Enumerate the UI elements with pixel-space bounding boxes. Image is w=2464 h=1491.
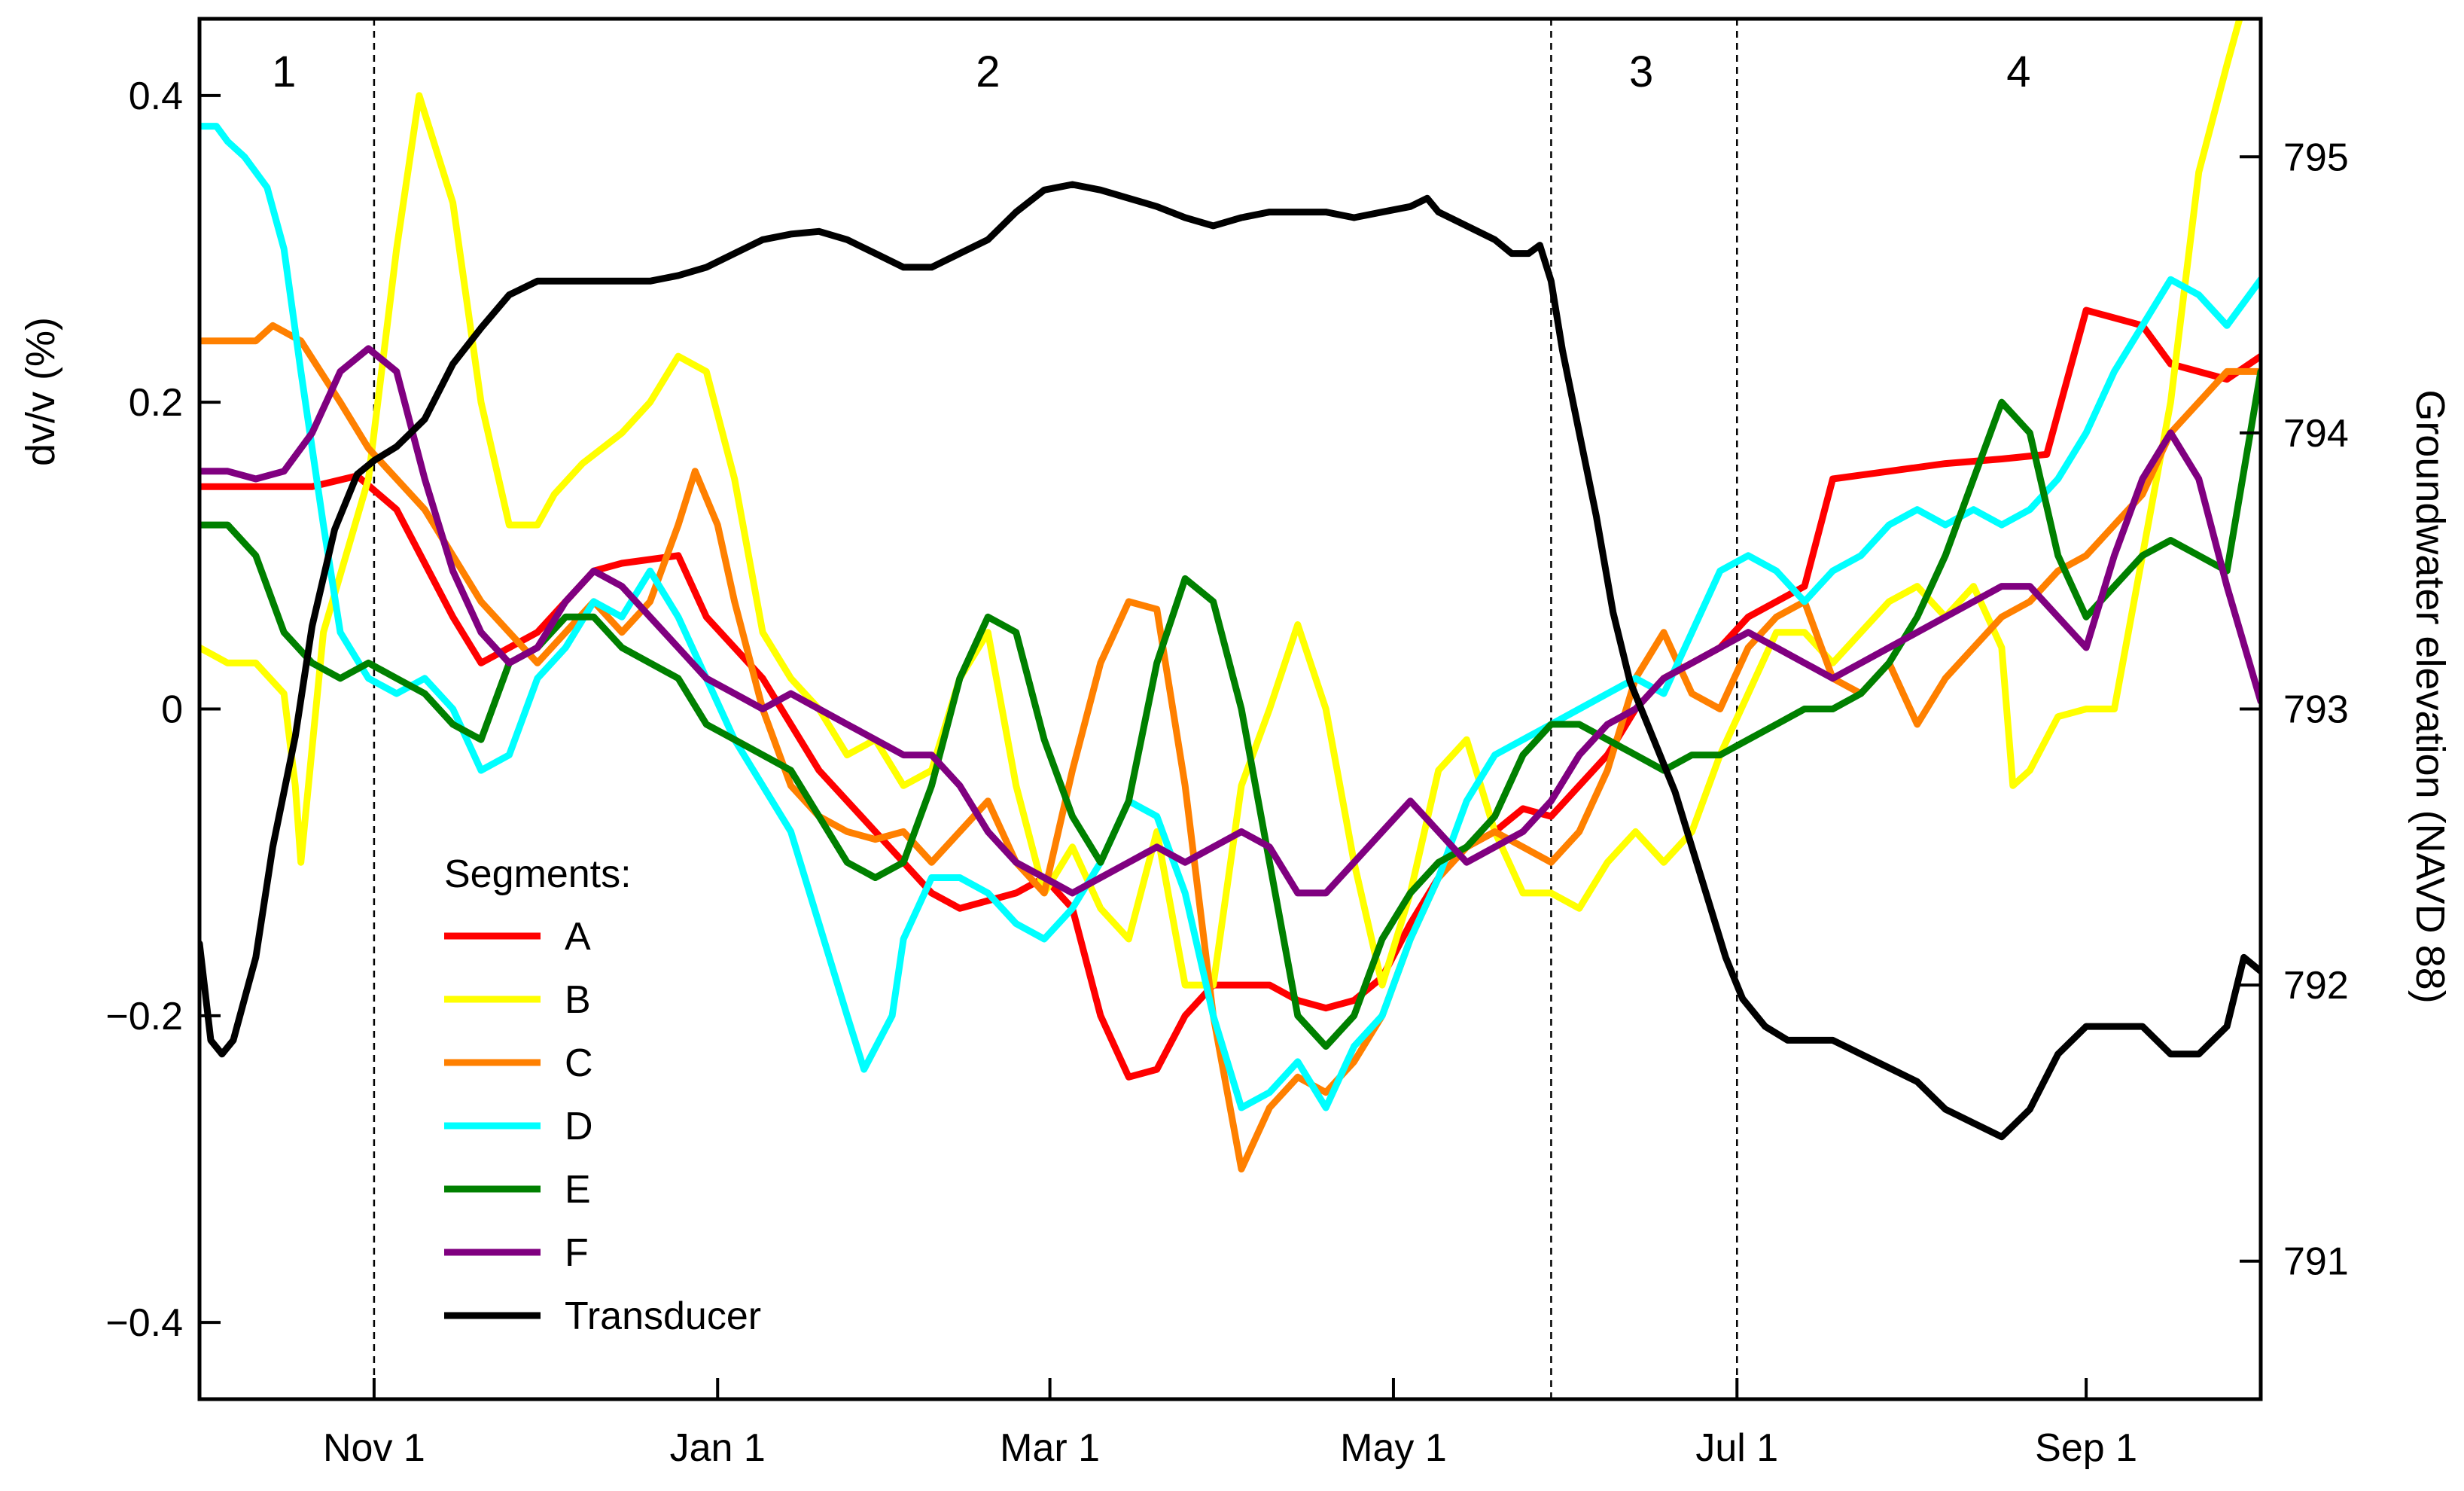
y2-tick-label: 795 <box>2283 136 2349 179</box>
legend-label-e: E <box>565 1168 591 1212</box>
axes-layer: Nov 1 Jan 1 Mar 1 May 1 Jul 1 Sep 1 −0.4 −0.2 0 0… <box>105 75 2348 1470</box>
y-tick-label: −0.2 <box>105 995 183 1038</box>
y-tick-label: 0.4 <box>129 75 183 118</box>
x-tick-label: Sep 1 <box>2035 1426 2137 1470</box>
series-line-a <box>199 306 2261 1081</box>
legend-label-b: B <box>565 978 591 1022</box>
legend-label-a: A <box>565 915 591 959</box>
period-label: 3 <box>1629 47 1653 96</box>
x-tick-label: May 1 <box>1340 1426 1447 1470</box>
series-layer <box>199 19 2261 1172</box>
y2-tick-label: 791 <box>2283 1240 2349 1284</box>
legend-label-d: D <box>565 1105 593 1148</box>
y-tick-label: −0.4 <box>105 1301 183 1345</box>
y-tick-label: 0 <box>161 688 183 732</box>
y-tick-label: 0.2 <box>129 381 183 425</box>
y2-tick-label: 793 <box>2283 688 2349 732</box>
period-label: 1 <box>272 47 296 96</box>
period-label: 2 <box>976 47 1000 96</box>
y2-tick-label: 794 <box>2283 412 2349 456</box>
legend-label-c: C <box>565 1041 593 1085</box>
period-boundaries <box>373 19 1738 1399</box>
y-axis-title: dv/v (%) <box>18 317 63 466</box>
period-labels: 1 2 3 4 <box>272 47 2030 96</box>
x-tick-label: Jul 1 <box>1695 1426 1778 1470</box>
series-line-f <box>199 345 2261 897</box>
x-tick-label: Mar 1 <box>1000 1426 1100 1470</box>
x-tick-label: Jan 1 <box>670 1426 766 1470</box>
y2-axis-title: Groundwater elevation (NAVD 88) <box>2408 389 2453 1003</box>
legend-label-transducer: Transducer <box>565 1294 761 1338</box>
y2-tick-label: 792 <box>2283 964 2349 1008</box>
period-label: 4 <box>2006 47 2030 96</box>
series-line-c <box>199 322 2261 1172</box>
series-line-e <box>199 367 2261 1050</box>
legend-title: Segments: <box>444 852 632 896</box>
legend-label-f: F <box>565 1231 589 1275</box>
series-line-b <box>199 19 2243 989</box>
x-tick-label: Nov 1 <box>323 1426 425 1470</box>
series-line-transducer <box>199 181 2261 1141</box>
